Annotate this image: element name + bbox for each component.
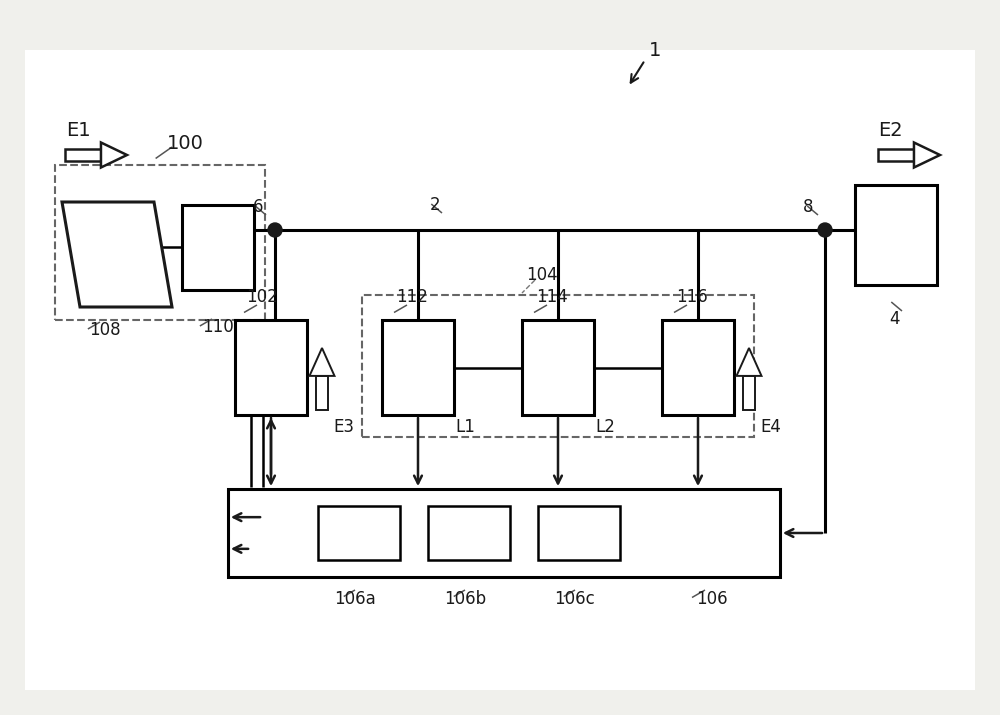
Text: 2: 2 xyxy=(430,196,440,214)
Text: 104: 104 xyxy=(526,266,558,284)
Bar xyxy=(855,185,937,285)
Text: 112: 112 xyxy=(396,288,428,306)
Text: E4: E4 xyxy=(761,418,781,436)
Text: 114: 114 xyxy=(536,288,568,306)
Circle shape xyxy=(818,223,832,237)
Bar xyxy=(382,320,454,415)
Bar xyxy=(25,50,975,690)
Bar xyxy=(318,506,400,560)
Bar xyxy=(362,295,754,437)
Text: L1: L1 xyxy=(455,418,475,436)
Polygon shape xyxy=(736,348,762,376)
Bar xyxy=(522,320,594,415)
Text: E3: E3 xyxy=(334,418,355,436)
Polygon shape xyxy=(101,142,127,167)
Bar xyxy=(662,320,734,415)
Bar xyxy=(538,506,620,560)
Polygon shape xyxy=(310,348,334,376)
Bar xyxy=(428,506,510,560)
Text: 102: 102 xyxy=(246,288,278,306)
Text: 1: 1 xyxy=(649,41,661,59)
Bar xyxy=(316,376,328,410)
Polygon shape xyxy=(62,202,172,307)
Bar xyxy=(182,205,254,290)
Text: E1: E1 xyxy=(66,121,90,139)
Text: 100: 100 xyxy=(167,134,203,152)
Text: L2: L2 xyxy=(595,418,615,436)
Bar xyxy=(228,489,780,577)
Text: 116: 116 xyxy=(676,288,708,306)
Bar xyxy=(55,165,265,320)
Bar xyxy=(65,149,101,161)
Text: 106a: 106a xyxy=(334,590,376,608)
Text: 4: 4 xyxy=(890,310,900,328)
Bar xyxy=(878,149,914,161)
Text: 108: 108 xyxy=(89,321,121,339)
Text: 106b: 106b xyxy=(444,590,486,608)
Text: 8: 8 xyxy=(803,198,813,216)
Bar xyxy=(235,320,307,415)
Bar xyxy=(743,376,755,410)
Text: 6: 6 xyxy=(253,198,263,216)
Text: 106c: 106c xyxy=(555,590,595,608)
Polygon shape xyxy=(914,142,940,167)
Text: E2: E2 xyxy=(878,121,902,139)
Text: 106: 106 xyxy=(696,590,728,608)
Text: 110: 110 xyxy=(202,318,234,336)
Circle shape xyxy=(268,223,282,237)
